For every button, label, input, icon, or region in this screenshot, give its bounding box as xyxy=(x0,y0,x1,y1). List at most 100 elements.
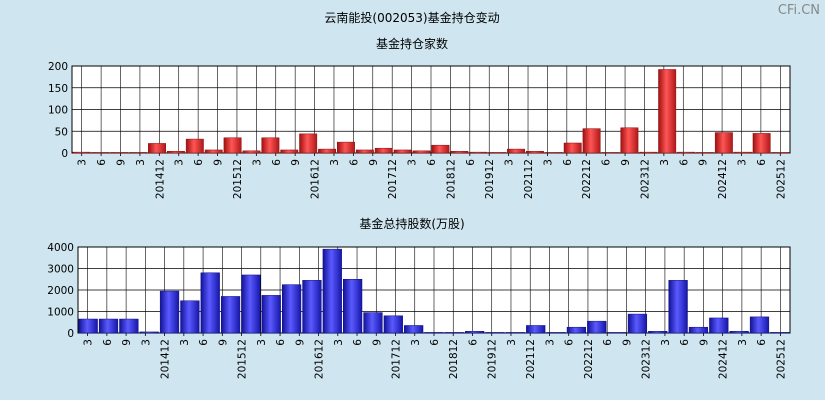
x-tick-label: 3 xyxy=(659,159,671,166)
x-tick-label: 6 xyxy=(756,159,768,166)
x-tick-label: 9 xyxy=(290,159,302,166)
bar-shares-33 xyxy=(749,316,770,334)
bar-shares-5 xyxy=(180,300,200,334)
chart-fund-count-title: 基金持仓家数 xyxy=(376,36,448,51)
bar-shares-30 xyxy=(688,326,709,334)
bar-shares-32 xyxy=(729,331,749,334)
bar-count-24 xyxy=(525,151,544,154)
bar-shares-19 xyxy=(465,331,485,334)
y-tick-label: 50 xyxy=(55,126,68,138)
bar-shares-18 xyxy=(444,332,464,334)
page-title: 云南能投(002053)基金持仓变动 xyxy=(324,10,499,25)
x-tick-label: 201712 xyxy=(391,339,403,379)
x-tick-label: 3 xyxy=(83,339,95,346)
bar-shares-4 xyxy=(159,290,180,334)
x-tick-label: 6 xyxy=(467,339,479,346)
x-tick-label: 202212 xyxy=(581,159,593,199)
x-tick-label: 6 xyxy=(678,159,690,166)
bar-count-21 xyxy=(469,151,488,154)
bar-count-37 xyxy=(771,152,790,154)
x-tick-label: 3 xyxy=(542,159,554,166)
bar-shares-29 xyxy=(668,280,688,334)
bar-shares-11 xyxy=(302,280,322,334)
x-tick-label: 201912 xyxy=(484,159,496,199)
x-tick-label: 3 xyxy=(256,339,268,346)
x-tick-label: 202112 xyxy=(523,159,535,199)
x-tick-label: 202212 xyxy=(583,339,595,379)
x-tick-label: 201412 xyxy=(160,339,172,379)
bar-shares-16 xyxy=(404,325,424,334)
x-tick-label: 6 xyxy=(102,339,114,346)
x-tick-label: 9 xyxy=(698,159,710,166)
x-tick-label: 9 xyxy=(213,159,225,166)
watermark: CFi.CN xyxy=(778,3,820,18)
bar-count-31 xyxy=(658,69,677,154)
y-tick-label: 200 xyxy=(48,61,68,73)
bar-count-11 xyxy=(280,149,299,154)
bar-count-19 xyxy=(431,144,450,154)
bar-count-20 xyxy=(450,151,469,154)
y-tick-label: 0 xyxy=(61,148,68,160)
x-tick-label: 9 xyxy=(217,339,229,346)
x-tick-label: 9 xyxy=(116,159,128,166)
x-tick-label: 6 xyxy=(198,339,210,346)
bar-shares-26 xyxy=(607,332,627,334)
x-tick-label: 201512 xyxy=(232,159,244,199)
bar-count-7 xyxy=(204,149,223,154)
x-tick-label: 6 xyxy=(679,339,691,346)
bar-shares-13 xyxy=(343,279,363,334)
x-tick-label: 9 xyxy=(371,339,383,346)
bar-count-25 xyxy=(544,152,563,154)
x-tick-label: 202312 xyxy=(639,159,651,199)
chart-fund-shares-title: 基金总持股数(万股) xyxy=(359,216,464,231)
y-tick-label: 0 xyxy=(67,328,74,340)
bar-count-36 xyxy=(752,133,771,154)
x-tick-label: 201612 xyxy=(314,339,326,379)
bar-shares-17 xyxy=(424,332,444,334)
bar-shares-10 xyxy=(281,284,302,334)
x-tick-label: 3 xyxy=(407,159,419,166)
x-tick-label: 3 xyxy=(506,339,518,346)
bar-shares-27 xyxy=(627,313,648,334)
x-tick-label: 3 xyxy=(333,339,345,346)
bar-count-15 xyxy=(355,149,374,154)
x-tick-label: 6 xyxy=(193,159,205,166)
bar-count-17 xyxy=(393,149,412,154)
bar-count-33 xyxy=(696,152,714,154)
bar-count-12 xyxy=(299,133,318,154)
bar-shares-21 xyxy=(505,332,525,334)
bar-count-34 xyxy=(714,132,733,154)
bar-count-2 xyxy=(110,152,129,154)
bar-shares-1 xyxy=(98,318,119,334)
x-tick-label: 201612 xyxy=(310,159,322,199)
x-tick-label: 9 xyxy=(368,159,380,166)
bar-shares-12 xyxy=(322,248,342,334)
bar-shares-24 xyxy=(566,326,587,334)
x-tick-label: 201812 xyxy=(448,339,460,379)
x-tick-label: 9 xyxy=(294,339,306,346)
bar-count-29 xyxy=(620,127,639,154)
bar-count-18 xyxy=(412,150,431,154)
bar-count-6 xyxy=(185,138,204,154)
x-tick-label: 202112 xyxy=(525,339,537,379)
x-tick-label: 3 xyxy=(77,159,89,166)
bar-shares-2 xyxy=(119,318,139,334)
x-tick-label: 6 xyxy=(271,159,283,166)
x-tick-label: 3 xyxy=(174,159,186,166)
x-tick-label: 6 xyxy=(348,159,360,166)
bar-shares-28 xyxy=(648,331,668,334)
x-tick-label: 6 xyxy=(465,159,477,166)
x-tick-label: 201412 xyxy=(154,159,166,199)
x-tick-label: 3 xyxy=(135,159,147,166)
x-tick-label: 9 xyxy=(620,159,632,166)
bar-shares-0 xyxy=(78,318,98,334)
x-tick-label: 6 xyxy=(602,339,614,346)
bar-shares-22 xyxy=(526,325,546,334)
x-tick-label: 6 xyxy=(352,339,364,346)
bar-shares-25 xyxy=(587,320,607,334)
x-tick-label: 3 xyxy=(179,339,191,346)
bar-count-22 xyxy=(488,152,507,154)
bar-count-10 xyxy=(261,137,280,154)
x-tick-label: 6 xyxy=(562,159,574,166)
